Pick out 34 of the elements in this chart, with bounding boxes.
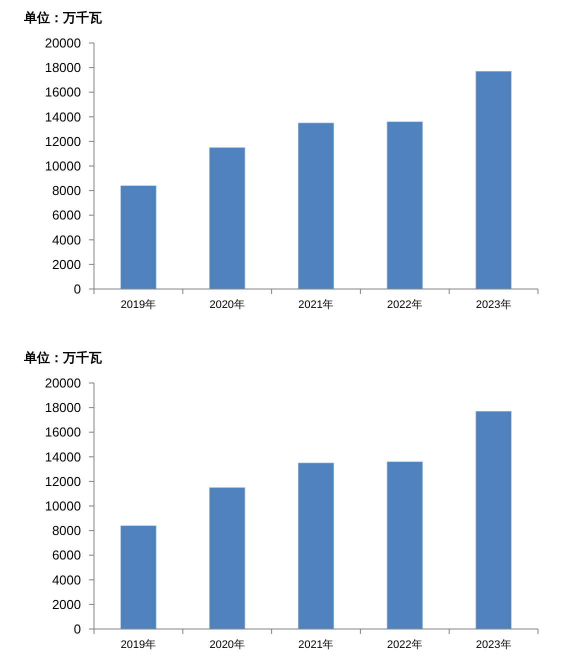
y-tick-label: 20000 [44,376,81,390]
x-tick-label: 2023年 [476,299,512,311]
x-tick-label: 2021年 [298,299,334,311]
y-tick-label: 18000 [44,60,81,76]
y-tick-label: 14000 [44,109,81,124]
x-tick-label: 2020年 [209,639,245,651]
x-tick-label: 2020年 [209,299,245,311]
y-tick-label: 2000 [52,256,81,272]
x-tick-label: 2023年 [476,639,512,651]
x-tick-label: 2019年 [120,299,156,311]
y-tick-label: 8000 [52,523,81,538]
x-tick-label: 2021年 [298,639,334,651]
y-tick-label: 10000 [44,498,81,514]
y-axis-title: 单位：万千瓦 [23,10,102,25]
y-tick-label: 0 [74,282,81,296]
y-tick-label: 6000 [52,548,81,563]
y-tick-label: 14000 [44,449,81,464]
y-tick-label: 20000 [44,36,81,50]
y-tick-label: 4000 [52,232,81,248]
y-tick-label: 16000 [44,84,81,100]
y-tick-label: 4000 [52,572,81,588]
x-tick-label: 2022年 [387,639,423,651]
x-tick-label: 2022年 [387,299,423,311]
y-tick-label: 2000 [52,596,81,612]
y-tick-label: 16000 [44,424,81,440]
y-tick-label: 8000 [52,183,81,198]
y-tick-label: 18000 [44,400,81,416]
x-tick-label: 2019年 [120,639,156,651]
y-tick-label: 0 [74,622,81,636]
y-tick-label: 10000 [44,158,81,174]
y-tick-label: 12000 [44,474,81,489]
y-axis-title: 单位：万千瓦 [23,350,102,365]
y-tick-label: 6000 [52,208,81,223]
y-tick-label: 12000 [44,134,81,149]
